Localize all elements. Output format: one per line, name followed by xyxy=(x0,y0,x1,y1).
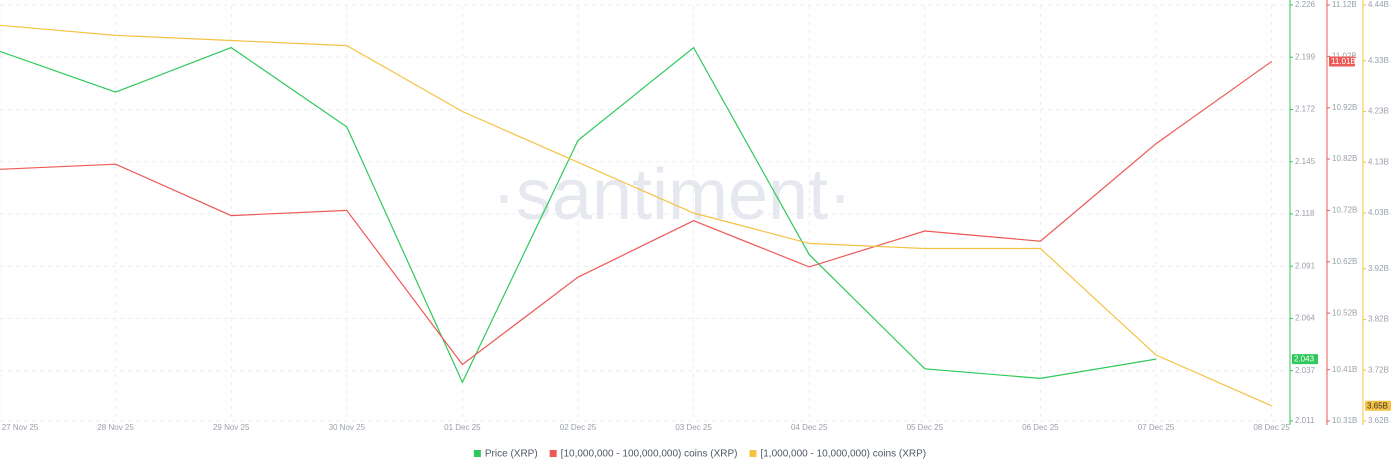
badge-bg xyxy=(1329,56,1355,67)
y-tick-label: 3.92B xyxy=(1368,264,1389,273)
x-tick-label: 05 Dec 25 xyxy=(907,423,944,432)
legend-item[interactable]: Price (XRP) xyxy=(473,449,538,460)
value-badge: 11.01B xyxy=(1329,56,1356,67)
legend-item[interactable]: [10,000,000 - 100,000,000) coins (XRP) xyxy=(549,449,738,460)
legend-swatch xyxy=(549,450,557,457)
legend-label: [10,000,000 - 100,000,000) coins (XRP) xyxy=(561,449,738,460)
y-tick-label: 2.145 xyxy=(1295,157,1316,166)
y-tick-label: 11.02B xyxy=(1332,51,1357,60)
x-tick-label: 30 Nov 25 xyxy=(329,423,366,432)
badge-label: 2.043 xyxy=(1294,355,1315,364)
series-line xyxy=(0,46,1157,384)
y-tick-label: 4.23B xyxy=(1368,107,1389,116)
y-tick-label: 3.62B xyxy=(1368,416,1389,425)
x-tick-label: 28 Nov 25 xyxy=(97,423,134,432)
y-tick-label: 3.72B xyxy=(1368,365,1389,374)
y-tick-label: 2.064 xyxy=(1295,314,1316,323)
y-tick-label: 11.12B xyxy=(1332,0,1357,9)
y-tick-label: 10.41B xyxy=(1332,365,1357,374)
y-tick-label: 3.82B xyxy=(1368,315,1389,324)
y-tick-label: 4.44B xyxy=(1368,0,1389,9)
x-tick-label: 01 Dec 25 xyxy=(444,423,481,432)
legend-swatch xyxy=(749,450,757,457)
y-tick-label: 10.31B xyxy=(1332,416,1357,425)
series-line xyxy=(0,61,1272,366)
badge-label: 3.65B xyxy=(1367,401,1388,410)
y-tick-label: 2.199 xyxy=(1295,52,1316,61)
y-tick-label: 4.33B xyxy=(1368,56,1389,65)
y-tick-label: 2.037 xyxy=(1295,366,1316,375)
legend-item[interactable]: [1,000,000 - 10,000,000) coins (XRP) xyxy=(749,449,926,460)
series-line xyxy=(0,24,1272,407)
y-tick-label: 4.03B xyxy=(1368,208,1389,217)
value-badge: 3.65B xyxy=(1365,400,1391,411)
x-tick-label: 06 Dec 25 xyxy=(1022,423,1059,432)
y-tick-label: 2.091 xyxy=(1295,261,1316,270)
x-tick-label: 02 Dec 25 xyxy=(560,423,597,432)
y-tick-label: 2.011 xyxy=(1295,416,1315,425)
x-tick-label: 07 Dec 25 xyxy=(1138,423,1175,432)
x-tick-label: 03 Dec 25 xyxy=(675,423,712,432)
y-tick-label: 4.13B xyxy=(1368,157,1389,166)
x-tick-label: 27 Nov 25 xyxy=(2,423,39,432)
y-tick-label: 10.62B xyxy=(1332,257,1357,266)
legend-swatch xyxy=(473,450,481,457)
y-tick-label: 2.118 xyxy=(1295,209,1315,218)
y-tick-label: 2.226 xyxy=(1295,0,1316,9)
x-tick-label: 04 Dec 25 xyxy=(791,423,828,432)
y-tick-label: 10.82B xyxy=(1332,154,1357,163)
watermark: ·santiment· xyxy=(492,155,852,235)
legend-label: [1,000,000 - 10,000,000) coins (XRP) xyxy=(760,449,926,460)
legend-label: Price (XRP) xyxy=(485,449,538,460)
legend: Price (XRP) [10,000,000 - 100,000,000) co… xyxy=(473,449,926,460)
badge-bg xyxy=(1365,400,1391,411)
value-badge: 2.043 xyxy=(1292,354,1318,365)
y-tick-label: 10.92B xyxy=(1332,103,1357,112)
y-tick-label: 10.72B xyxy=(1332,206,1357,215)
badge-bg xyxy=(1292,354,1318,365)
y-tick-label: 2.172 xyxy=(1295,105,1316,114)
y-tick-label: 10.52B xyxy=(1332,308,1357,317)
x-tick-label: 29 Nov 25 xyxy=(213,423,250,432)
badge-label: 11.01B xyxy=(1331,57,1356,66)
x-tick-label: 08 Dec 25 xyxy=(1253,423,1290,432)
